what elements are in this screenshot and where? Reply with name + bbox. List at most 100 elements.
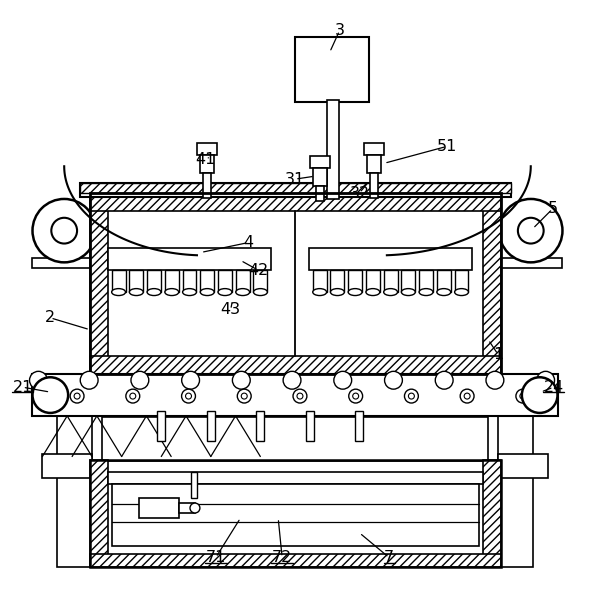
Bar [327, 100, 339, 199]
Bar [348, 270, 362, 292]
Ellipse shape [165, 289, 178, 296]
Ellipse shape [112, 289, 125, 296]
Bar [368, 155, 381, 173]
Ellipse shape [366, 289, 380, 296]
Bar [483, 460, 501, 568]
Bar [313, 270, 327, 292]
Circle shape [353, 393, 359, 399]
Circle shape [51, 218, 77, 244]
Circle shape [499, 199, 563, 262]
Bar [197, 143, 217, 155]
Bar [183, 270, 196, 292]
Bar [90, 460, 108, 568]
Ellipse shape [254, 289, 267, 296]
Circle shape [181, 389, 196, 403]
Text: 43: 43 [220, 302, 241, 317]
Circle shape [74, 393, 80, 399]
Circle shape [518, 218, 544, 244]
Circle shape [30, 371, 47, 389]
Text: 42: 42 [248, 263, 268, 278]
Circle shape [80, 371, 98, 389]
Circle shape [516, 389, 530, 403]
Bar [371, 173, 378, 198]
Circle shape [522, 377, 557, 413]
Text: 31: 31 [285, 172, 305, 187]
Circle shape [130, 393, 136, 399]
Bar [313, 168, 327, 186]
Text: 72: 72 [272, 550, 293, 565]
Bar [384, 270, 398, 292]
Circle shape [385, 371, 402, 389]
Ellipse shape [218, 289, 232, 296]
Bar [90, 356, 501, 374]
Bar [203, 173, 211, 198]
Bar [437, 270, 451, 292]
Circle shape [486, 371, 504, 389]
Circle shape [241, 393, 247, 399]
Bar [256, 411, 264, 440]
Circle shape [70, 389, 84, 403]
Ellipse shape [147, 289, 161, 296]
Text: 3: 3 [335, 23, 345, 38]
Bar [80, 183, 511, 193]
Bar [147, 270, 161, 292]
Text: 21: 21 [12, 380, 33, 395]
Circle shape [334, 371, 352, 389]
Bar [200, 270, 214, 292]
Bar [454, 270, 469, 292]
Circle shape [408, 393, 414, 399]
Ellipse shape [313, 289, 327, 296]
Bar [90, 193, 108, 374]
Circle shape [126, 389, 139, 403]
Bar [355, 411, 363, 440]
Circle shape [232, 371, 250, 389]
Bar [112, 270, 125, 292]
Text: 2: 2 [46, 310, 56, 325]
Circle shape [404, 389, 418, 403]
Ellipse shape [419, 289, 433, 296]
Bar [129, 270, 143, 292]
Text: 5: 5 [547, 202, 558, 217]
Ellipse shape [330, 289, 345, 296]
Circle shape [460, 389, 474, 403]
Bar [108, 248, 271, 270]
Ellipse shape [236, 289, 249, 296]
Bar [157, 411, 165, 440]
Bar [218, 270, 232, 292]
Circle shape [283, 371, 301, 389]
Text: 4: 4 [243, 235, 254, 250]
Bar [236, 270, 249, 292]
Bar [498, 454, 548, 478]
Ellipse shape [129, 289, 143, 296]
Bar [200, 155, 214, 173]
Bar [112, 484, 479, 545]
Text: 32: 32 [349, 185, 369, 200]
Circle shape [464, 393, 470, 399]
Bar [90, 460, 501, 568]
Ellipse shape [401, 289, 415, 296]
Bar [316, 186, 324, 201]
Bar [306, 411, 314, 440]
Bar [419, 270, 433, 292]
Ellipse shape [454, 289, 469, 296]
Bar [310, 157, 330, 168]
Bar [498, 374, 532, 568]
Circle shape [33, 377, 68, 413]
Ellipse shape [183, 289, 196, 296]
Text: 24: 24 [544, 380, 564, 395]
Bar [33, 374, 557, 416]
Text: 7: 7 [384, 550, 394, 565]
Bar [207, 411, 215, 440]
Bar [80, 183, 511, 197]
Bar [43, 454, 92, 478]
Bar [165, 270, 178, 292]
Circle shape [349, 389, 363, 403]
Circle shape [297, 393, 303, 399]
Bar [179, 503, 195, 513]
Bar [295, 37, 369, 102]
Ellipse shape [348, 289, 362, 296]
Text: 41: 41 [196, 152, 216, 167]
Bar [309, 248, 472, 270]
Bar [483, 193, 501, 374]
Ellipse shape [437, 289, 451, 296]
